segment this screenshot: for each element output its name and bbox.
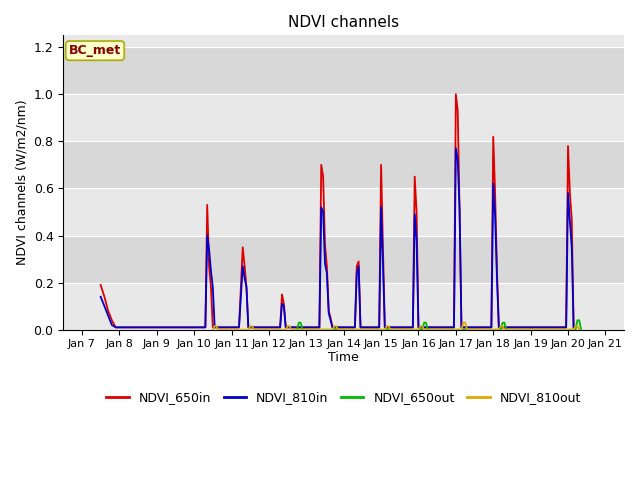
Legend: NDVI_650in, NDVI_810in, NDVI_650out, NDVI_810out: NDVI_650in, NDVI_810in, NDVI_650out, NDV… <box>101 386 586 409</box>
Bar <box>63 47 624 94</box>
Y-axis label: NDVI channels (W/m2/nm): NDVI channels (W/m2/nm) <box>15 100 28 265</box>
Bar <box>63 189 624 236</box>
Text: BC_met: BC_met <box>69 44 121 57</box>
Title: NDVI channels: NDVI channels <box>288 15 399 30</box>
Bar <box>63 236 624 283</box>
X-axis label: Time: Time <box>328 351 359 364</box>
Bar <box>63 94 624 141</box>
Bar <box>63 141 624 189</box>
Bar <box>63 283 624 330</box>
